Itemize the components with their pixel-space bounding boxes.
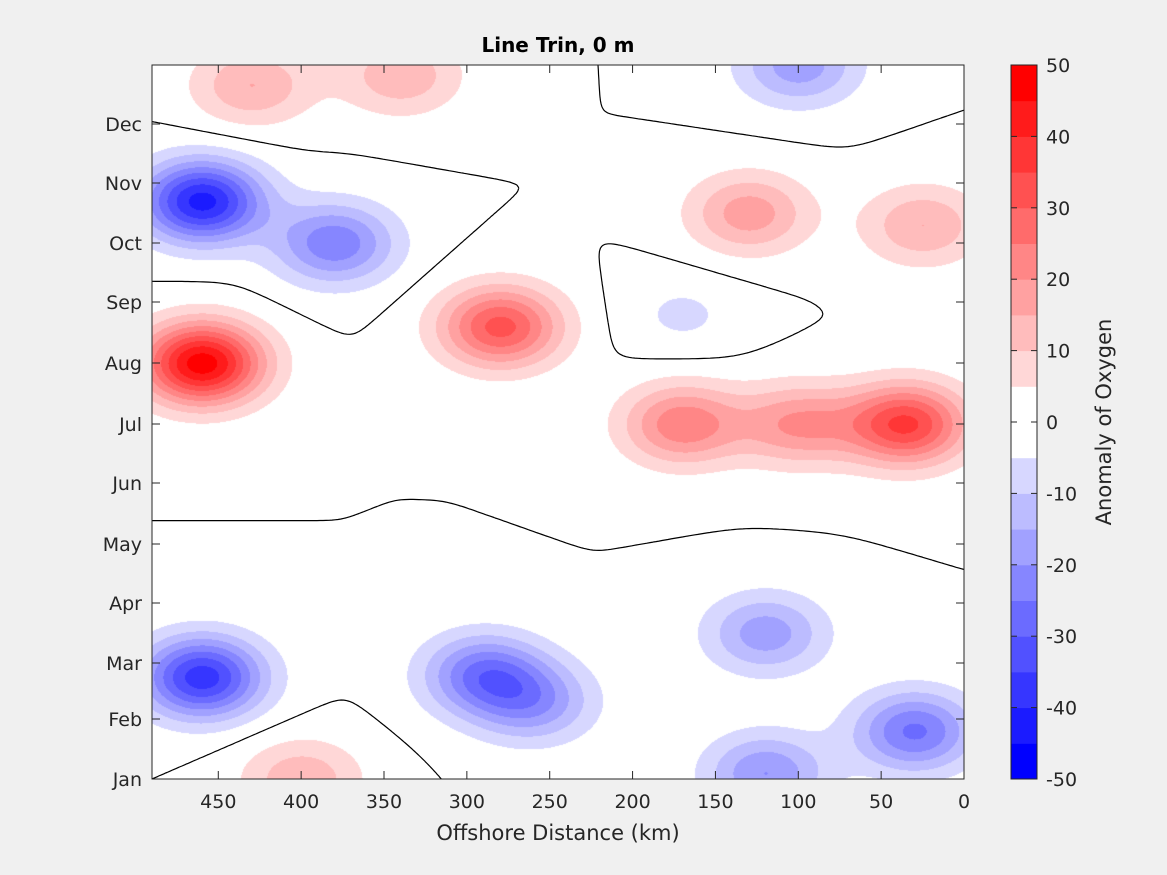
x-axis-label: Offshore Distance (km) <box>436 821 679 845</box>
contour-field <box>152 65 964 779</box>
y-tick-label: Aug <box>105 353 142 375</box>
colorbar-tick-label: 0 <box>1046 412 1058 434</box>
colorbar-band <box>1011 671 1037 709</box>
x-tick-label: 250 <box>532 791 568 813</box>
y-tick-label: Jul <box>118 414 142 436</box>
colorbar-tick-label: -20 <box>1046 555 1077 577</box>
colorbar-band <box>1011 314 1037 352</box>
y-axis-ticks: Jan Feb Mar Apr May Jun Jul Aug Sep Oct Nov Dec <box>103 114 964 791</box>
y-tick-label: May <box>103 534 142 556</box>
colorbar-tick-label: -30 <box>1046 626 1077 648</box>
zero-contour-lines <box>152 65 964 779</box>
y-tick-label: Sep <box>106 292 142 314</box>
colorbar-tick-label: -50 <box>1046 769 1077 791</box>
y-tick-label: Dec <box>105 114 142 136</box>
colorbar-band <box>1011 529 1037 566</box>
x-tick-label: 300 <box>449 791 485 813</box>
x-tick-label: 150 <box>697 791 733 813</box>
x-tick-label: 100 <box>780 791 816 813</box>
colorbar-band <box>1011 707 1037 744</box>
colorbar-band <box>1011 493 1037 530</box>
y-tick-label: Oct <box>109 233 142 255</box>
x-tick-label: 350 <box>366 791 402 813</box>
x-axis-ticks: 450 400 350 300 250 200 150 100 50 0 <box>200 65 970 813</box>
x-tick-label: 200 <box>614 791 650 813</box>
y-tick-label: Feb <box>108 709 142 731</box>
colorbar-tick-label: 10 <box>1046 341 1070 363</box>
colorbar-band <box>1011 743 1037 780</box>
colorbar-band <box>1011 457 1037 494</box>
x-tick-label: 50 <box>869 791 893 813</box>
x-tick-label: 400 <box>283 791 319 813</box>
colorbar-band <box>1011 636 1037 673</box>
y-tick-label: Apr <box>109 593 142 615</box>
colorbar-tick-label: 40 <box>1046 126 1070 148</box>
colorbar: -50 -40 -30 -20 -10 0 10 20 30 40 50 <box>1010 55 1077 791</box>
colorbar-band <box>1011 350 1037 387</box>
x-tick-label: 450 <box>200 791 236 813</box>
colorbar-band <box>1011 65 1037 102</box>
y-tick-label: Mar <box>106 653 142 675</box>
colorbar-band <box>1011 243 1037 280</box>
colorbar-tick-label: 50 <box>1046 55 1070 77</box>
colorbar-tick-label: -10 <box>1046 483 1077 505</box>
colorbar-tick-label: -40 <box>1046 698 1077 720</box>
colorbar-band <box>1011 100 1037 137</box>
colorbar-band <box>1011 422 1037 459</box>
y-tick-label: Nov <box>105 173 142 195</box>
colorbar-band <box>1011 386 1037 423</box>
colorbar-band <box>1011 172 1037 209</box>
chart-title: Line Trin, 0 m <box>481 33 634 57</box>
y-tick-label: Jan <box>112 769 142 791</box>
colorbar-tick-label: 20 <box>1046 269 1070 291</box>
y-tick-label: Jun <box>111 473 142 495</box>
colorbar-band <box>1011 564 1037 601</box>
plot-frame <box>151 64 965 780</box>
colorbar-label: Anomaly of Oxygen <box>1092 319 1116 526</box>
zero-contour-path <box>152 65 964 779</box>
colorbar-band <box>1011 279 1037 316</box>
colorbar-tick-label: 30 <box>1046 198 1070 220</box>
x-tick-label: 0 <box>958 791 970 813</box>
colorbar-band <box>1011 136 1037 173</box>
colorbar-band <box>1011 207 1037 244</box>
colorbar-band <box>1011 600 1037 637</box>
